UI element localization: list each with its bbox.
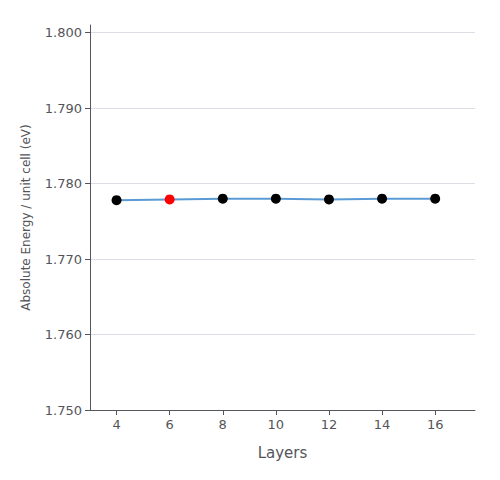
svg-text:10: 10 [268,417,285,432]
svg-text:16: 16 [427,417,444,432]
svg-text:1.780: 1.780 [45,176,82,191]
svg-text:1.760: 1.760 [45,327,82,342]
svg-text:12: 12 [321,417,338,432]
svg-text:1.770: 1.770 [45,252,82,267]
svg-text:6: 6 [166,417,174,432]
svg-text:14: 14 [374,417,391,432]
svg-text:1.790: 1.790 [45,101,82,116]
svg-text:1.750: 1.750 [45,403,82,418]
svg-text:8: 8 [219,417,227,432]
svg-text:4: 4 [112,417,120,432]
svg-text:Layers: Layers [258,444,308,462]
svg-text:1.800: 1.800 [45,25,82,40]
svg-text:Absolute Energy / unit cell (e: Absolute Energy / unit cell (eV) [19,124,33,310]
